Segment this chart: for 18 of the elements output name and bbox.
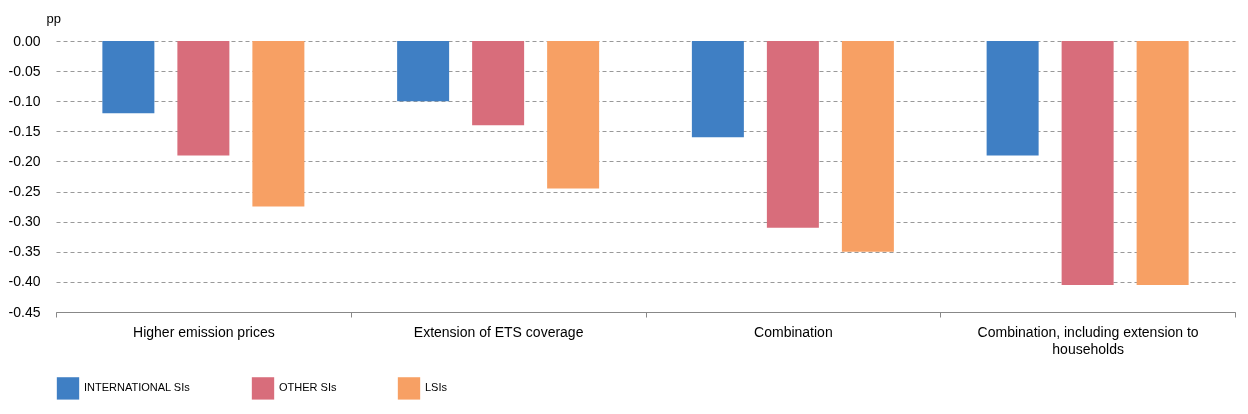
legend-label: INTERNATIONAL SIs	[84, 381, 191, 394]
y-tick-label: -0.30	[8, 213, 41, 230]
x-tick-label: Combination	[754, 323, 833, 340]
y-tick-label: -0.40	[8, 273, 41, 290]
legend-label: OTHER SIs	[279, 381, 337, 394]
y-axis-title: pp	[46, 10, 61, 26]
y-tick-label: -0.25	[8, 183, 41, 200]
y-tick-label: -0.45	[8, 303, 41, 320]
y-tick-label: 0.00	[13, 32, 41, 49]
y-tick-label: -0.15	[8, 122, 41, 139]
y-tick-label: -0.20	[8, 152, 41, 169]
y-tick-label: -0.10	[8, 92, 41, 109]
legend-label: LSIs	[425, 381, 448, 394]
y-tick-label: -0.05	[8, 62, 41, 79]
x-tick-label: Extension of ETS coverage	[413, 323, 584, 340]
y-tick-label: -0.35	[8, 243, 41, 260]
x-tick-label: Higher emission prices	[133, 323, 275, 340]
x-tick-label: Combination, including extension to households	[977, 323, 1199, 357]
